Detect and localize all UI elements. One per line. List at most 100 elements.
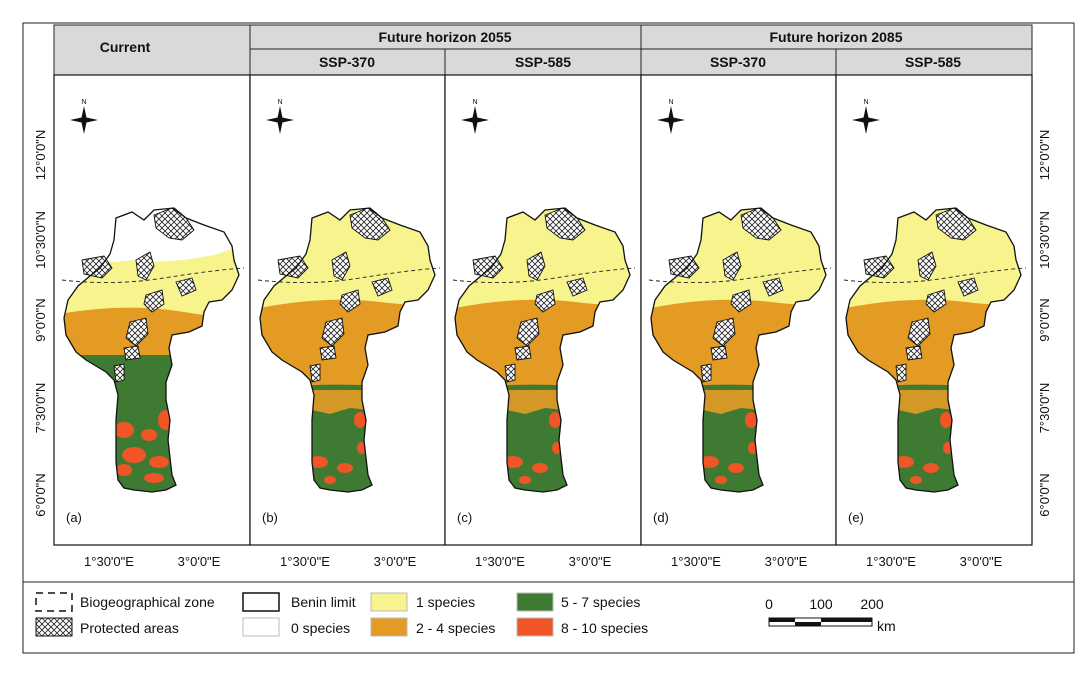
zone-eight-ten-species bbox=[324, 476, 336, 484]
zone-eight-ten-species bbox=[116, 464, 132, 476]
biogeographical-boundary bbox=[452, 267, 636, 284]
lat-tick-label: 10°30'0"N bbox=[33, 211, 48, 269]
scale-tick-100: 100 bbox=[809, 596, 833, 612]
north-arrow-label: N bbox=[472, 99, 477, 106]
protected-area bbox=[544, 207, 586, 241]
header-current: Current bbox=[100, 39, 151, 55]
zone-eight-ten-species bbox=[144, 473, 164, 483]
lon-tick-label: 3°0'0"E bbox=[569, 554, 612, 569]
biogeographical-boundary bbox=[843, 267, 1027, 284]
protected-area bbox=[712, 317, 736, 347]
panel-label: (a) bbox=[66, 510, 82, 525]
north-arrow-label: N bbox=[668, 99, 673, 106]
zone-eight-ten-species bbox=[308, 456, 328, 468]
biogeographical-boundary bbox=[257, 267, 441, 284]
zone-eight-ten-species bbox=[715, 476, 727, 484]
scale-tick-0: 0 bbox=[765, 596, 773, 612]
legend-zero-species: 0 species bbox=[291, 620, 350, 636]
protected-area bbox=[349, 207, 391, 241]
zone-eight-ten-species bbox=[141, 429, 157, 441]
header-future-2055: Future horizon 2055 bbox=[378, 29, 511, 45]
zone-two-four-species bbox=[507, 390, 565, 414]
protected-area bbox=[957, 277, 979, 297]
zone-eight-ten-species bbox=[519, 476, 531, 484]
zone-eight-ten-species bbox=[503, 456, 523, 468]
legend-protected-areas: Protected areas bbox=[80, 620, 179, 636]
benin-limit bbox=[63, 207, 240, 493]
protected-area bbox=[935, 207, 977, 241]
biogeographical-boundary bbox=[648, 267, 832, 284]
protected-area bbox=[895, 363, 907, 383]
protected-area bbox=[309, 363, 321, 383]
protected-area bbox=[143, 289, 165, 313]
lat-axis-left: 12°0'0"N 10°30'0"N 9°0'0"N 7°30'0"N 6°0'… bbox=[33, 130, 48, 517]
north-arrow-icon: N bbox=[657, 99, 685, 134]
zone-two-four-species bbox=[898, 390, 956, 414]
biogeographical-boundary bbox=[61, 267, 245, 284]
north-arrow-shape bbox=[70, 106, 98, 134]
protected-area bbox=[730, 289, 752, 313]
scale-bar-segment bbox=[821, 618, 872, 622]
legend-swatch-biogeographical-zone bbox=[35, 592, 73, 612]
lat-tick-label: 6°0'0"N bbox=[33, 473, 48, 516]
protected-area bbox=[526, 251, 546, 281]
protected-area bbox=[907, 317, 931, 347]
map-panel-2085-ssp370: N (d) 1°30'0"E 3°0'0"E bbox=[640, 74, 837, 569]
panel-label: (c) bbox=[457, 510, 472, 525]
scale-tick-200: 200 bbox=[860, 596, 884, 612]
zone-eight-ten-species bbox=[894, 456, 914, 468]
legend-swatch-zero-species bbox=[242, 617, 280, 637]
protected-area bbox=[113, 363, 125, 383]
zone-eight-ten-species bbox=[122, 447, 146, 463]
protected-area bbox=[566, 277, 588, 297]
zone-eight-ten-species bbox=[699, 456, 719, 468]
lat-tick-label: 12°0'0"N bbox=[1037, 130, 1052, 181]
protected-area bbox=[722, 251, 742, 281]
map-panel-current: N (a) 1°30'0"E 3°0'0"E bbox=[53, 74, 251, 569]
zone-two-four-species bbox=[312, 390, 370, 414]
header-2055-ssp370: SSP-370 bbox=[319, 54, 375, 70]
header-2085-ssp585: SSP-585 bbox=[905, 54, 961, 70]
zone-eight-ten-species bbox=[910, 476, 922, 484]
protected-area bbox=[534, 289, 556, 313]
map-panel-2055-ssp370: N (b) 1°30'0"E 3°0'0"E bbox=[249, 74, 446, 569]
header-2055-ssp585: SSP-585 bbox=[515, 54, 571, 70]
lat-tick-label: 7°30'0"N bbox=[1037, 383, 1052, 434]
zone-eight-ten-species bbox=[114, 422, 134, 438]
header-current-cell bbox=[53, 24, 251, 76]
legend-benin-limit: Benin limit bbox=[291, 594, 356, 610]
zone-eight-ten-species bbox=[337, 463, 353, 473]
lat-tick-label: 10°30'0"N bbox=[1037, 211, 1052, 269]
scale-unit: km bbox=[877, 618, 896, 634]
lat-tick-label: 12°0'0"N bbox=[33, 130, 48, 181]
protected-area bbox=[331, 251, 351, 281]
lat-axis-right: 12°0'0"N 10°30'0"N 9°0'0"N 7°30'0"N 6°0'… bbox=[1037, 130, 1052, 517]
header-2085-ssp370: SSP-370 bbox=[710, 54, 766, 70]
protected-area bbox=[125, 317, 149, 347]
protected-area bbox=[925, 289, 947, 313]
protected-area bbox=[762, 277, 784, 297]
zone-eight-ten-species bbox=[728, 463, 744, 473]
north-arrow-icon: N bbox=[266, 99, 294, 134]
zone-eight-ten-species bbox=[923, 463, 939, 473]
benin-limit bbox=[845, 207, 1022, 493]
legend-biogeographical-zone: Biogeographical zone bbox=[80, 594, 215, 610]
legend: Biogeographical zone Protected areas Ben… bbox=[35, 592, 648, 637]
lat-tick-label: 9°0'0"N bbox=[33, 298, 48, 341]
lat-tick-label: 6°0'0"N bbox=[1037, 473, 1052, 516]
lon-tick-label: 1°30'0"E bbox=[866, 554, 916, 569]
legend-two-four: 2 - 4 species bbox=[416, 620, 495, 636]
north-arrow-shape bbox=[266, 106, 294, 134]
zone-eight-ten-species bbox=[940, 412, 952, 428]
lon-tick-label: 1°30'0"E bbox=[671, 554, 721, 569]
north-arrow-shape bbox=[461, 106, 489, 134]
header-2085-ssp370-cell bbox=[640, 48, 837, 76]
panel-label: (b) bbox=[262, 510, 278, 525]
protected-area bbox=[504, 363, 516, 383]
lon-tick-label: 1°30'0"E bbox=[84, 554, 134, 569]
lon-tick-label: 3°0'0"E bbox=[374, 554, 417, 569]
zone-eight-ten-species bbox=[549, 412, 561, 428]
lon-tick-label: 3°0'0"E bbox=[765, 554, 808, 569]
